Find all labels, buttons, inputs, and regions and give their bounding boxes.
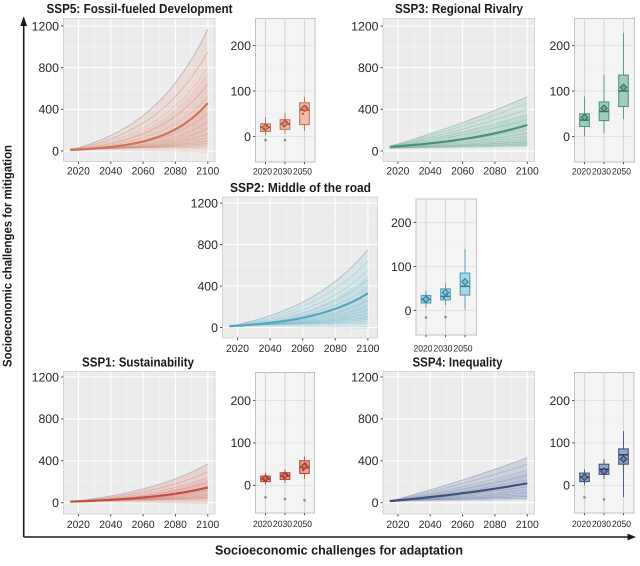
svg-text:200: 200 bbox=[230, 394, 251, 408]
svg-text:400: 400 bbox=[38, 103, 59, 117]
svg-text:2060: 2060 bbox=[291, 343, 314, 355]
svg-text:2030: 2030 bbox=[434, 344, 453, 354]
svg-text:1200: 1200 bbox=[351, 370, 379, 384]
svg-text:0: 0 bbox=[405, 304, 412, 318]
svg-text:200: 200 bbox=[549, 394, 570, 408]
svg-text:SSP2: Middle of the road: SSP2: Middle of the road bbox=[230, 180, 371, 195]
svg-text:400: 400 bbox=[358, 103, 379, 117]
svg-text:100: 100 bbox=[549, 436, 570, 450]
svg-text:0: 0 bbox=[52, 144, 59, 158]
svg-text:100: 100 bbox=[391, 260, 412, 274]
svg-text:2050: 2050 bbox=[293, 166, 312, 176]
svg-text:2080: 2080 bbox=[483, 519, 506, 531]
svg-text:2100: 2100 bbox=[516, 519, 539, 531]
svg-text:400: 400 bbox=[358, 454, 379, 468]
svg-text:200: 200 bbox=[549, 39, 570, 53]
svg-text:Socioeconomic challenges for m: Socioeconomic challenges for mitigation bbox=[1, 145, 15, 367]
svg-text:1200: 1200 bbox=[32, 370, 60, 384]
svg-text:2100: 2100 bbox=[196, 165, 219, 177]
svg-text:2040: 2040 bbox=[419, 519, 442, 531]
svg-text:1200: 1200 bbox=[191, 196, 219, 210]
svg-text:2050: 2050 bbox=[454, 344, 473, 354]
svg-text:800: 800 bbox=[38, 61, 59, 75]
svg-text:2080: 2080 bbox=[483, 165, 506, 177]
svg-text:1200: 1200 bbox=[351, 19, 379, 33]
svg-text:2040: 2040 bbox=[259, 343, 282, 355]
svg-text:2030: 2030 bbox=[273, 166, 292, 176]
svg-text:0: 0 bbox=[52, 496, 59, 510]
svg-text:0: 0 bbox=[563, 479, 570, 493]
svg-text:2060: 2060 bbox=[451, 519, 474, 531]
svg-text:2050: 2050 bbox=[612, 166, 631, 176]
svg-text:2060: 2060 bbox=[132, 165, 155, 177]
svg-text:0: 0 bbox=[244, 479, 251, 493]
svg-text:2050: 2050 bbox=[612, 519, 631, 529]
svg-text:SSP4: Inequality: SSP4: Inequality bbox=[413, 355, 504, 370]
svg-text:SSP5: Fossil-fueled Developmen: SSP5: Fossil-fueled Development bbox=[47, 1, 234, 16]
svg-text:0: 0 bbox=[244, 130, 251, 144]
svg-text:2020: 2020 bbox=[253, 166, 272, 176]
svg-text:2080: 2080 bbox=[324, 343, 347, 355]
svg-text:2100: 2100 bbox=[356, 343, 379, 355]
svg-text:2020: 2020 bbox=[572, 166, 591, 176]
svg-text:2020: 2020 bbox=[386, 165, 409, 177]
svg-text:2040: 2040 bbox=[419, 165, 442, 177]
svg-text:800: 800 bbox=[197, 238, 218, 252]
svg-text:SSP1: Sustainability: SSP1: Sustainability bbox=[82, 355, 195, 370]
svg-text:200: 200 bbox=[230, 39, 251, 53]
svg-text:0: 0 bbox=[372, 144, 379, 158]
svg-text:2030: 2030 bbox=[273, 519, 292, 529]
svg-text:200: 200 bbox=[391, 216, 412, 230]
svg-text:0: 0 bbox=[372, 496, 379, 510]
svg-text:2080: 2080 bbox=[164, 519, 187, 531]
svg-text:2020: 2020 bbox=[386, 519, 409, 531]
svg-text:2030: 2030 bbox=[592, 166, 611, 176]
svg-text:2100: 2100 bbox=[196, 519, 219, 531]
svg-text:100: 100 bbox=[230, 84, 251, 98]
svg-text:2050: 2050 bbox=[293, 519, 312, 529]
svg-text:Socioeconomic challenges for a: Socioeconomic challenges for adaptation bbox=[215, 543, 463, 558]
svg-text:2080: 2080 bbox=[164, 165, 187, 177]
svg-text:2020: 2020 bbox=[226, 343, 249, 355]
svg-text:2030: 2030 bbox=[592, 519, 611, 529]
svg-text:400: 400 bbox=[38, 454, 59, 468]
svg-text:2020: 2020 bbox=[67, 519, 90, 531]
svg-text:2020: 2020 bbox=[572, 519, 591, 529]
svg-text:100: 100 bbox=[549, 84, 570, 98]
svg-text:2060: 2060 bbox=[132, 519, 155, 531]
svg-text:400: 400 bbox=[197, 279, 218, 293]
svg-text:0: 0 bbox=[563, 130, 570, 144]
svg-text:SSP3: Regional Rivalry: SSP3: Regional Rivalry bbox=[395, 1, 524, 16]
svg-text:2040: 2040 bbox=[99, 519, 122, 531]
svg-text:2060: 2060 bbox=[451, 165, 474, 177]
svg-text:800: 800 bbox=[358, 412, 379, 426]
svg-text:100: 100 bbox=[230, 436, 251, 450]
svg-text:2040: 2040 bbox=[99, 165, 122, 177]
svg-text:800: 800 bbox=[38, 412, 59, 426]
svg-text:1200: 1200 bbox=[32, 19, 60, 33]
svg-text:2020: 2020 bbox=[253, 519, 272, 529]
svg-text:2020: 2020 bbox=[414, 344, 433, 354]
svg-text:800: 800 bbox=[358, 61, 379, 75]
svg-text:2100: 2100 bbox=[516, 165, 539, 177]
svg-text:0: 0 bbox=[211, 321, 218, 335]
svg-text:2020: 2020 bbox=[67, 165, 90, 177]
